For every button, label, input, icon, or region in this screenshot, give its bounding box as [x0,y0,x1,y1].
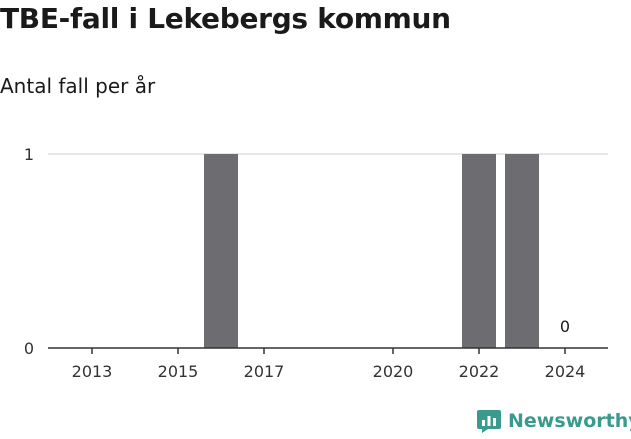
brand-logo: Newsworthy [476,408,631,434]
x-tick-label: 2020 [373,362,414,381]
x-tick-label: 2022 [459,362,500,381]
x-tick-label: 2013 [72,362,113,381]
chart-title: TBE-fall i Lekebergs kommun [0,2,451,35]
newsworthy-logo-icon [477,410,501,433]
y-tick-label: 1 [24,145,34,164]
bar-2023 [505,154,539,348]
y-tick-label: 0 [24,339,34,358]
brand-name: Newsworthy [508,410,631,432]
data-label: 0 [560,317,570,336]
bar-2022 [462,154,496,348]
x-tick-label: 2024 [545,362,586,381]
x-tick-label: 2015 [158,362,199,381]
chart-subtitle: Antal fall per år [0,74,156,98]
bar-2016 [204,154,238,348]
x-tick-label: 2017 [244,362,285,381]
